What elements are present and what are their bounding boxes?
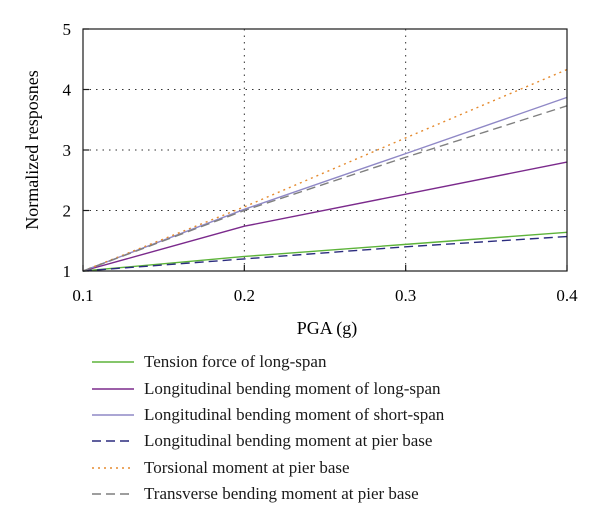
series-line <box>82 161 568 272</box>
series-lines <box>82 68 568 272</box>
y-tick-label: 3 <box>63 141 72 160</box>
series-line <box>82 235 568 272</box>
legend-item: Transverse bending moment at pier base <box>92 481 444 507</box>
legend-swatch <box>92 493 134 495</box>
legend: Tension force of long-span Longitudinal b… <box>92 349 444 507</box>
y-tick-label: 4 <box>63 81 72 100</box>
legend-swatch <box>92 440 134 443</box>
legend-item: Longitudinal bending moment of short-spa… <box>92 402 444 428</box>
axis-ticks: 0.1 0.2 0.3 0.4 1 2 3 4 5 <box>63 20 579 305</box>
legend-label: Longitudinal bending moment of long-span <box>144 378 441 398</box>
series-line <box>82 105 568 272</box>
legend-label: Transverse bending moment at pier base <box>144 484 419 504</box>
y-tick-label: 5 <box>63 20 72 39</box>
legend-label: Longitudinal bending moment at pier base <box>144 431 433 451</box>
y-tick-label: 1 <box>63 262 72 281</box>
x-axis-label: PGA (g) <box>297 318 358 339</box>
legend-item: Tension force of long-span <box>92 349 444 375</box>
x-tick-label: 0.1 <box>72 286 93 305</box>
legend-swatch <box>92 414 134 416</box>
legend-label: Torsional moment at pier base <box>144 457 350 477</box>
grid-lines <box>83 29 567 271</box>
legend-swatch <box>92 466 134 469</box>
x-tick-label: 0.3 <box>395 286 416 305</box>
legend-item: Torsional moment at pier base <box>92 455 444 481</box>
legend-item: Longitudinal bending moment of long-span <box>92 375 444 401</box>
x-tick-label: 0.2 <box>234 286 255 305</box>
legend-swatch <box>92 387 134 390</box>
series-line <box>82 231 568 272</box>
x-tick-label: 0.4 <box>556 286 578 305</box>
legend-swatch <box>92 361 134 363</box>
legend-label: Longitudinal bending moment of short-spa… <box>144 404 445 424</box>
legend-item: Longitudinal bending moment at pier base <box>92 428 444 454</box>
legend-label: Tension force of long-span <box>144 352 327 372</box>
y-axis-label: Normalized resposnes <box>22 70 42 229</box>
y-tick-label: 2 <box>63 202 72 221</box>
